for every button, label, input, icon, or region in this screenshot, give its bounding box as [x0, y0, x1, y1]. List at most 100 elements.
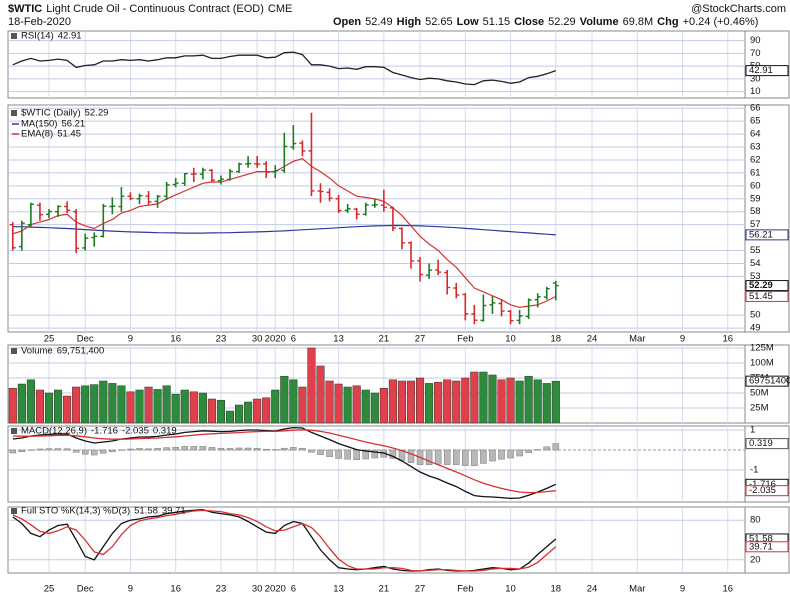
volume-bar [524, 375, 533, 424]
label-text: 51.45 [57, 129, 81, 140]
y-tick-label: 60 [750, 180, 761, 191]
label-text: 52.29 [85, 108, 109, 119]
volume-bar [316, 365, 325, 424]
label-text: 56.21 [61, 119, 85, 130]
volume-bar [379, 387, 388, 424]
histogram-bar [118, 449, 125, 451]
legend-icon [11, 33, 17, 39]
label-text: Light Crude Oil - Continuous Contract (E… [46, 3, 264, 15]
volume-bar [352, 385, 361, 424]
histogram-bar [208, 447, 216, 451]
value-label: -1.716 [749, 479, 776, 490]
histogram-bar [443, 449, 451, 465]
y-tick-label: 100M [750, 358, 774, 369]
y-tick-label: 61 [750, 167, 761, 178]
histogram-bar [127, 448, 134, 451]
credit: @StockCharts.com [691, 3, 786, 15]
label-text: $WTIC [8, 3, 42, 15]
y-tick-label: 49 [750, 323, 761, 334]
volume-bar [44, 392, 54, 424]
histogram-bar [163, 447, 170, 451]
volume-bar [361, 389, 370, 424]
label-text: -1.716 [91, 426, 118, 437]
x-tick-label: 23 [216, 584, 227, 595]
histogram-bar [136, 448, 143, 451]
histogram-bar [453, 449, 460, 465]
histogram-bar [36, 448, 44, 451]
x-tick-label: 23 [216, 334, 227, 345]
label-text: 69,751,400 [57, 346, 105, 357]
series-line [12, 51, 557, 86]
histogram-bar [27, 449, 35, 451]
histogram-bar [45, 448, 53, 451]
label-text: 0.319 [153, 426, 177, 437]
x-tick-label: Feb [457, 334, 473, 345]
x-tick-label: 21 [379, 584, 390, 595]
legend-icon [11, 508, 17, 514]
x-tick-label: 13 [333, 584, 344, 595]
label-text: 52.65 [425, 16, 453, 28]
y-tick-label: 64 [750, 129, 761, 140]
volume-bar [488, 374, 497, 424]
volume-bar [253, 398, 262, 424]
histogram-bar [326, 449, 333, 457]
y-tick-label: 30 [750, 73, 761, 84]
histogram-bar [9, 449, 17, 454]
y-tick-label: 125M [750, 343, 774, 354]
y-tick-label: 63 [750, 142, 761, 153]
histogram-bar [244, 447, 252, 451]
label-text: CME [268, 3, 292, 15]
histogram-bar [281, 447, 288, 451]
histogram-bar [217, 447, 225, 451]
series-line [12, 429, 556, 494]
x-tick-label: 9 [128, 584, 133, 595]
series-line [12, 426, 557, 500]
y-tick-label: 20 [750, 554, 761, 565]
x-tick-label: 10 [505, 584, 516, 595]
volume-bar [153, 389, 162, 424]
label-text: 51.58 [134, 506, 158, 517]
volume-bar [271, 389, 280, 424]
x-tick-label: 6 [291, 334, 296, 345]
x-tick-label: 18 [551, 584, 562, 595]
label-text: 39.71 [162, 506, 186, 517]
volume-bar [298, 386, 307, 424]
histogram-bar [534, 449, 541, 451]
volume-bar [334, 383, 343, 424]
y-tick-label: 59 [750, 193, 761, 204]
volume-bar [479, 371, 488, 424]
label-text: -2.035 [122, 426, 149, 437]
y-tick-label: 66 [750, 103, 761, 114]
value-label: 39.71 [749, 541, 773, 552]
x-tick-label: 16 [170, 584, 181, 595]
histogram-bar [407, 449, 415, 463]
x-tick-label: Mar [629, 334, 645, 345]
label-text: Low [457, 16, 479, 28]
histogram-bar [72, 449, 80, 453]
volume-bar [90, 384, 99, 424]
x-tick-label: 2020 [265, 334, 286, 345]
x-tick-label: 2020 [265, 584, 286, 595]
x-tick-label: 9 [680, 334, 685, 345]
y-tick-label: 50 [750, 310, 761, 321]
volume-bar [81, 385, 90, 424]
label-text: Volume [21, 346, 53, 357]
y-tick-label: -1 [750, 465, 758, 476]
label-text: $WTIC (Daily) [21, 108, 81, 119]
x-tick-label: Dec [77, 334, 94, 345]
volume-bar [35, 389, 45, 424]
volume-bar [162, 385, 171, 424]
volume-bar [307, 347, 316, 424]
volume-bar [506, 377, 515, 424]
x-tick-label: 9 [680, 584, 685, 595]
axis-panel [744, 30, 790, 99]
volume-bar [171, 393, 180, 424]
histogram-bar [317, 449, 324, 455]
volume-bar [225, 410, 235, 424]
histogram-bar [462, 449, 469, 466]
label-text: +0.24 (+0.46%) [683, 16, 759, 28]
volume-bar [180, 389, 189, 424]
volume-bar [117, 385, 126, 424]
x-tick-label: 30 [252, 334, 263, 345]
